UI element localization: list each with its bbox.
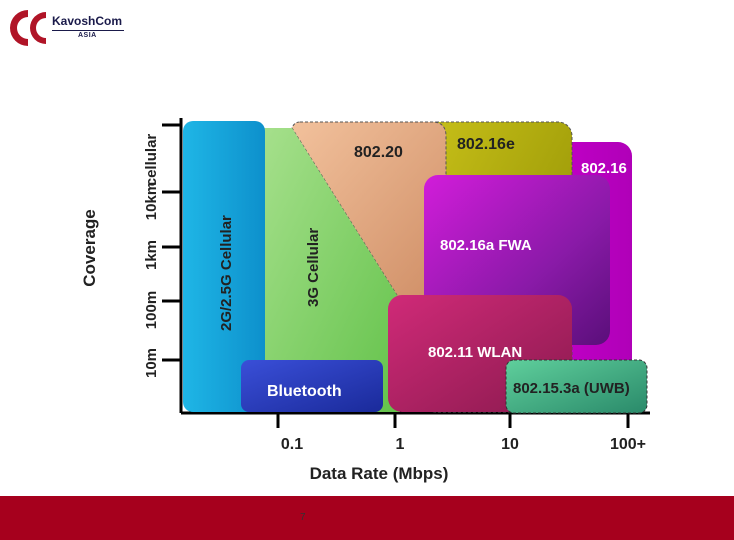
logo — [8, 6, 138, 52]
label-3g-cellular: 3G Cellular — [305, 228, 322, 307]
coverage-vs-data-rate-diagram: 802.20 802.16e 802.16 802.16a FWA 802.11… — [80, 118, 650, 483]
footer-bar — [0, 496, 734, 540]
x-axis-title: Data Rate (Mbps) — [310, 464, 449, 483]
y-tick-1km: 1km — [143, 240, 160, 270]
y-axis-title: Coverage — [80, 209, 99, 286]
x-axis-ticks — [276, 413, 630, 428]
x-tick-1: 1 — [396, 436, 405, 453]
x-tick-0-1: 0.1 — [281, 436, 303, 453]
label-802-16a-fwa: 802.16a FWA — [440, 237, 532, 254]
label-uwb: 802.15.3a (UWB) — [513, 380, 630, 397]
y-tick-10km: 10km — [143, 182, 160, 220]
region-uwb — [505, 359, 648, 414]
logo-subtitle: ASIA — [78, 32, 97, 39]
logo-mark-icon — [10, 10, 46, 46]
label-802-20: 802.20 — [354, 144, 403, 161]
region-3g-cellular — [262, 128, 400, 412]
region-802-20 — [291, 121, 447, 301]
logo-name: KavoshCom — [52, 14, 123, 28]
region-bluetooth — [241, 360, 383, 412]
label-802-16: 802.16 — [581, 160, 627, 177]
y-tick-10m: 10m — [143, 348, 160, 378]
x-tick-10: 10 — [501, 436, 519, 453]
y-tick-100m: 100m — [143, 291, 160, 329]
label-2g-cellular: 2G/2.5G Cellular — [218, 215, 235, 331]
label-802-11-wlan: 802.11 WLAN — [428, 344, 522, 361]
page-number: 7 — [300, 512, 306, 523]
label-802-16e: 802.16e — [457, 136, 515, 153]
region-2g-cellular — [183, 121, 265, 412]
y-tick-cellular: cellular — [143, 134, 160, 187]
y-axis-ticks — [162, 123, 181, 362]
x-tick-100-plus: 100+ — [610, 436, 646, 453]
label-bluetooth: Bluetooth — [267, 383, 342, 400]
logo-divider — [52, 30, 124, 31]
